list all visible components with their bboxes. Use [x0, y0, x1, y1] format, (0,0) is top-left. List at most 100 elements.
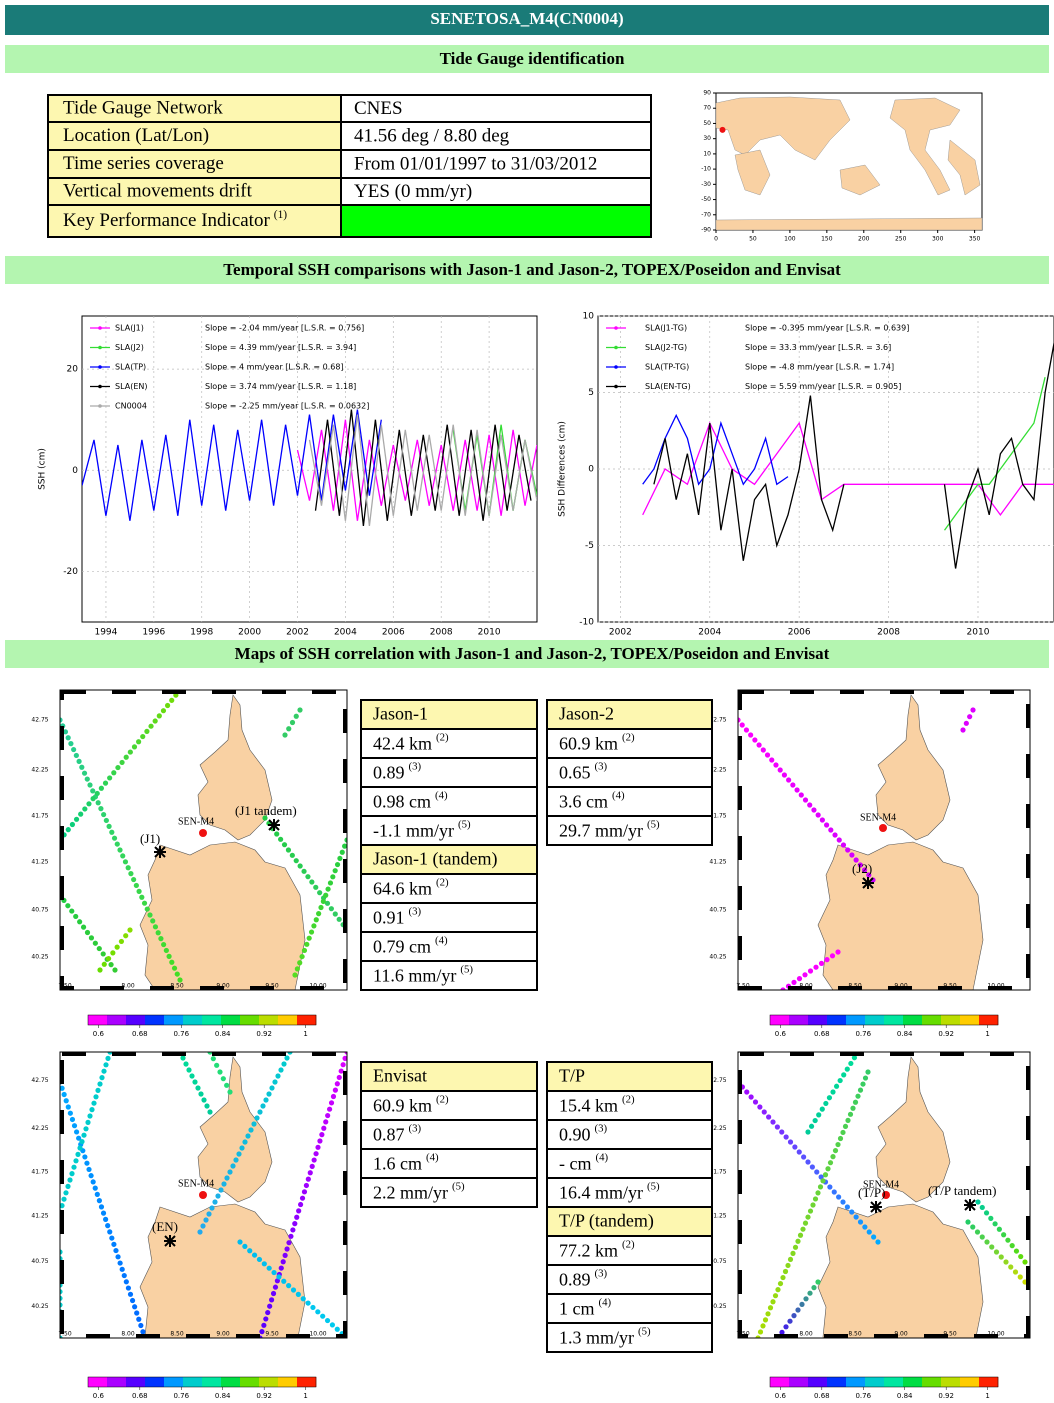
track-point [979, 1234, 985, 1240]
colorbar-swatch [808, 1015, 828, 1025]
track-point [100, 1210, 107, 1216]
track-point [292, 1221, 298, 1227]
track-point [111, 1241, 117, 1247]
track-point [60, 1203, 65, 1209]
track-point [164, 702, 171, 709]
colorbar-swatch [126, 1377, 146, 1387]
track-point [787, 1139, 794, 1145]
track-point [73, 1129, 80, 1135]
track-point [820, 1178, 826, 1184]
colorbar-swatch [941, 1015, 961, 1025]
colorbar-swatch [183, 1377, 203, 1387]
track-point [760, 747, 766, 753]
y-tick-label: 0 [588, 465, 594, 475]
row-label: Tide Gauge Network [63, 98, 223, 119]
track-point [862, 1075, 869, 1081]
track-point [319, 1132, 325, 1138]
track-point [290, 1287, 297, 1293]
cell-text: 60.9 km [559, 734, 618, 754]
track-point [316, 911, 322, 917]
x-tick-label: 2006 [788, 628, 811, 638]
track-point [163, 947, 169, 954]
y-tick-label: 40.25 [31, 954, 48, 961]
correlation-map: 42.75 42.25 41.75 41.25 40.75 40.25 7.50 8.00 8.… [709, 689, 1031, 991]
footnote-ref: (4) [435, 935, 448, 947]
legend-slope: Slope = 4 mm/year [L.S.R. = 0.68] [205, 363, 344, 372]
colorbar: 0.6 0.68 0.76 0.84 0.92 1 [769, 1376, 999, 1400]
track-point [97, 967, 103, 973]
track-point [282, 1252, 288, 1258]
track-point [787, 1318, 793, 1324]
cell-text: 0.91 [373, 908, 405, 928]
track-point [328, 906, 334, 912]
track-point [965, 1219, 971, 1225]
track-point [132, 1304, 138, 1310]
track-point [281, 842, 288, 848]
colorbar-swatch [770, 1015, 790, 1025]
track-point [807, 1290, 813, 1296]
x-tick-label: 50 [749, 236, 757, 243]
stats-table: Jason-1 (tandem) 64.6 km (2) 0.91 (3) 0.79 cm… [360, 844, 538, 991]
track-point [287, 1052, 293, 1055]
stat-value: 1 cm (4) [559, 1297, 611, 1319]
track-point [86, 801, 92, 807]
colorbar-swatch [240, 1015, 260, 1025]
x-tick-label: 2002 [609, 628, 632, 638]
legend-marker [98, 326, 102, 330]
track-point [114, 944, 120, 950]
colorbar-label: 0.76 [855, 1030, 871, 1038]
track-point [101, 1068, 107, 1074]
track-point [127, 749, 133, 755]
track-point [139, 894, 145, 900]
value-cell [546, 1322, 713, 1353]
track-point [81, 1132, 87, 1138]
legend-marker [98, 365, 102, 369]
track-point [192, 1079, 198, 1085]
track-point [866, 1229, 872, 1235]
track-point [795, 1238, 801, 1244]
legend-name: SLA(J2-TG) [645, 343, 687, 352]
cell-text: 2.2 mm/yr [373, 1183, 448, 1203]
legend-name: SLA(J1) [115, 324, 144, 333]
footnote-ref: (2) [436, 877, 449, 889]
legend-name: SLA(J1-TG) [645, 324, 687, 333]
table-title: T/P (tandem) [559, 1211, 654, 1232]
x-tick-label: 250 [895, 236, 907, 243]
track-point [324, 1317, 331, 1324]
track-point [97, 1081, 103, 1087]
track-point [161, 941, 167, 948]
track-marker [862, 877, 874, 889]
cell-text: 0.90 [559, 1125, 591, 1145]
series-line [314, 409, 532, 526]
track-point [69, 908, 75, 914]
track-point [272, 1079, 278, 1085]
table-title: Envisat [373, 1066, 427, 1086]
track-point [297, 707, 303, 713]
track-point [748, 1094, 754, 1100]
track-point [123, 1279, 129, 1285]
footnote-ref: (4) [595, 1152, 608, 1164]
track-point [160, 708, 167, 714]
footnote-ref: (5) [458, 819, 471, 831]
cell-text: 29.7 mm/yr [559, 821, 643, 841]
value-cell [546, 786, 713, 817]
y-tick-label: 90 [703, 90, 711, 97]
track-point [85, 1119, 91, 1125]
track-point [61, 1196, 67, 1202]
land [817, 841, 984, 990]
stat-value: 0.98 cm (4) [373, 790, 448, 812]
track-point [257, 1109, 263, 1115]
track-point [110, 950, 116, 956]
legend-marker [98, 345, 102, 350]
track-point [220, 1076, 226, 1082]
track-point [334, 861, 341, 868]
track-point [306, 935, 312, 941]
stat-value: 0.65 (3) [559, 761, 607, 783]
track-point [60, 1085, 65, 1091]
map-label: (EN) [152, 1219, 178, 1234]
x-tick-label: 8.50 [848, 983, 862, 990]
y-tick-label: 40.75 [31, 1258, 48, 1265]
colorbar-label: 0.68 [814, 1392, 830, 1400]
track-point [836, 837, 842, 843]
